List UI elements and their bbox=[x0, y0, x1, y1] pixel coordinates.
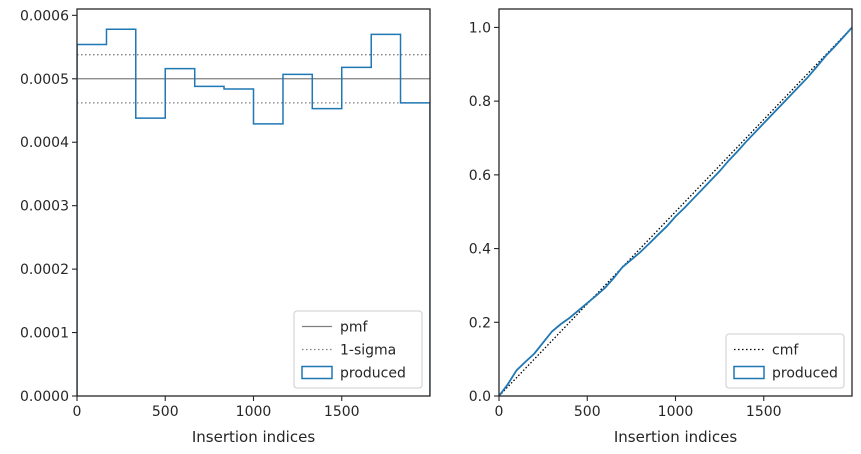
x-tick-label: 1000 bbox=[236, 404, 272, 420]
legend-produced-swatch bbox=[733, 365, 765, 380]
y-tick-label: 0.2 bbox=[469, 315, 491, 331]
legend-label: produced bbox=[772, 366, 838, 382]
cmf-line bbox=[499, 26, 852, 396]
x-tick-label: 500 bbox=[152, 404, 179, 420]
legend: cmf produced bbox=[725, 333, 845, 389]
x-axis-label: Insertion indices bbox=[192, 428, 315, 446]
y-tick-label: 0.8 bbox=[469, 94, 491, 110]
x-tick-label: 1500 bbox=[746, 404, 782, 420]
plot-area bbox=[499, 26, 852, 396]
produced-histogram-steps bbox=[77, 28, 430, 396]
right-chart-panel: 0 500 1000 1500 0.0 0.2 0.4 0.6 0.8 1.0 Insertion … bbox=[469, 8, 853, 446]
y-tick-label: 0.0003 bbox=[20, 199, 69, 215]
y-tick-label: 0.0 bbox=[469, 389, 491, 405]
legend-label: cmf bbox=[772, 343, 799, 359]
plot-area bbox=[77, 28, 430, 396]
legend-produced-swatch bbox=[301, 365, 333, 380]
y-tick-label: 0.0000 bbox=[20, 389, 69, 405]
x-tick-label: 0 bbox=[73, 404, 82, 420]
legend-label: 1-sigma bbox=[340, 343, 396, 359]
x-tick-label: 1000 bbox=[658, 404, 694, 420]
y-tick-label: 1.0 bbox=[469, 20, 491, 36]
x-tick-label: 1500 bbox=[324, 404, 360, 420]
y-tick-label: 0.0001 bbox=[20, 326, 69, 342]
legend-label: pmf bbox=[340, 320, 369, 336]
y-tick-label: 0.0006 bbox=[20, 8, 69, 24]
produced-cumulative-line bbox=[499, 26, 852, 396]
x-tick-label: 0 bbox=[495, 404, 504, 420]
y-tick-label: 0.0002 bbox=[20, 262, 69, 278]
y-tick-label: 0.6 bbox=[469, 168, 491, 184]
x-tick-label: 500 bbox=[574, 404, 601, 420]
y-tick-label: 0.4 bbox=[469, 242, 491, 258]
legend-label: produced bbox=[340, 366, 406, 382]
left-chart-panel: 0 500 1000 1500 0.0000 0.0001 0.0002 0.0003 0.00… bbox=[20, 8, 431, 446]
legend-box bbox=[293, 310, 423, 389]
legend-box bbox=[725, 333, 845, 389]
legend: pmf 1-sigma produced bbox=[293, 310, 423, 389]
y-tick-label: 0.0005 bbox=[20, 72, 69, 88]
x-axis-label: Insertion indices bbox=[614, 428, 737, 446]
y-tick-label: 0.0004 bbox=[20, 135, 69, 151]
